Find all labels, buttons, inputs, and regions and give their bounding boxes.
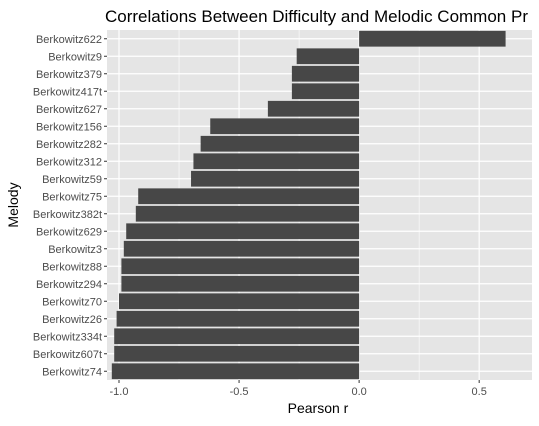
bar-berkowitz75 [138,188,360,205]
y-tick-label: Berkowitz282 [36,139,102,151]
y-tick-label: Berkowitz3 [48,244,102,256]
x-tick-label: 0.0 [351,386,366,398]
y-tick-label: Berkowitz312 [36,156,102,168]
bar-berkowitz382t [135,205,360,222]
y-tick-label: Berkowitz622 [36,34,102,46]
y-tick-label: Berkowitz417t [33,86,102,98]
x-axis-title: Pearson r [288,400,349,416]
bar-berkowitz294 [121,275,360,292]
y-tick-label: Berkowitz70 [42,296,102,308]
y-tick-label: Berkowitz88 [42,261,102,273]
y-tick-label: Berkowitz9 [48,51,102,63]
y-tick-label: Berkowitz379 [36,69,102,81]
chart-title: Correlations Between Difficulty and Melo… [105,7,528,26]
y-tick-label: Berkowitz627 [36,104,102,116]
y-tick-label: Berkowitz59 [42,174,102,186]
y-tick-label: Berkowitz156 [36,121,102,133]
bar-berkowitz627 [267,100,360,117]
panel-background [107,30,532,380]
y-tick-label: Berkowitz74 [42,366,102,378]
y-tick-label: Berkowitz75 [42,191,102,203]
bar-berkowitz88 [121,258,360,275]
y-tick-label: Berkowitz607t [33,349,102,361]
bar-berkowitz417t [291,83,360,100]
y-axis-title: Melody [5,182,21,227]
x-tick-label: -1.0 [110,386,129,398]
bar-berkowitz26 [116,310,360,327]
bar-berkowitz334t [114,328,360,345]
bar-berkowitz3 [123,240,360,257]
bar-berkowitz312 [193,153,360,170]
bar-berkowitz282 [200,135,360,152]
y-tick-label: Berkowitz26 [42,314,102,326]
x-tick-label: 0.5 [472,386,487,398]
bar-berkowitz74 [111,363,360,380]
bar-berkowitz379 [291,65,360,82]
y-tick-label: Berkowitz334t [33,331,102,343]
bar-berkowitz607t [114,345,360,362]
y-tick-label: Berkowitz382t [33,209,102,221]
bar-berkowitz629 [126,223,360,240]
bar-berkowitz59 [191,170,360,187]
y-tick-label: Berkowitz629 [36,226,102,238]
bar-berkowitz156 [210,118,360,135]
x-tick-label: -0.5 [230,386,249,398]
bar-berkowitz622 [359,30,506,47]
y-tick-label: Berkowitz294 [36,279,102,291]
bar-berkowitz9 [296,48,360,65]
bar-berkowitz70 [119,293,360,310]
